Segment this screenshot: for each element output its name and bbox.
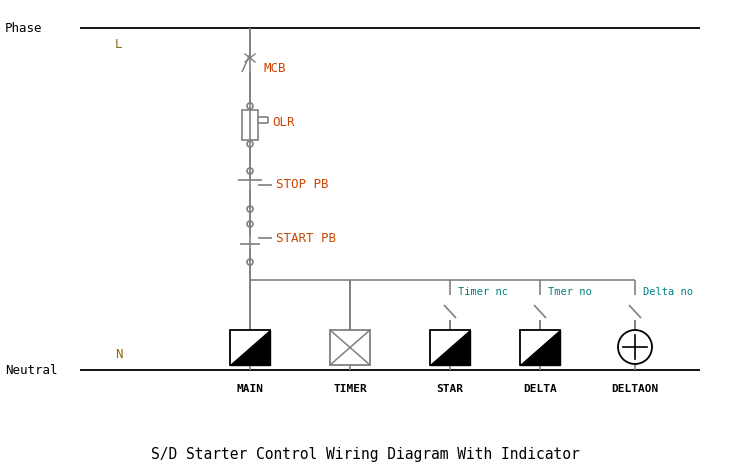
Text: STOP PB: STOP PB	[276, 179, 328, 191]
Text: DELTA: DELTA	[523, 384, 557, 394]
Text: Tmer no: Tmer no	[548, 287, 592, 297]
Text: L: L	[115, 38, 123, 50]
Polygon shape	[520, 330, 560, 365]
Text: MAIN: MAIN	[237, 384, 264, 394]
Bar	[520, 330, 560, 365]
Text: S/D Starter Control Wiring Diagram With Indicator: S/D Starter Control Wiring Diagram With …	[150, 447, 580, 462]
Text: Timer nc: Timer nc	[458, 287, 508, 297]
Polygon shape	[430, 330, 470, 365]
Bar	[430, 330, 470, 365]
Text: Delta no: Delta no	[643, 287, 693, 297]
Text: MCB: MCB	[264, 62, 286, 75]
Text: DELTAON: DELTAON	[612, 384, 658, 394]
Text: N: N	[115, 347, 123, 360]
Text: TIMER: TIMER	[333, 384, 367, 394]
Bar	[242, 110, 258, 140]
Text: START PB: START PB	[276, 232, 336, 244]
Polygon shape	[230, 330, 270, 365]
Text: Phase: Phase	[5, 22, 42, 34]
Bar	[230, 330, 270, 365]
Text: OLR: OLR	[272, 116, 294, 128]
Text: STAR: STAR	[437, 384, 464, 394]
Bar	[330, 330, 370, 365]
Text: Neutral: Neutral	[5, 363, 58, 376]
